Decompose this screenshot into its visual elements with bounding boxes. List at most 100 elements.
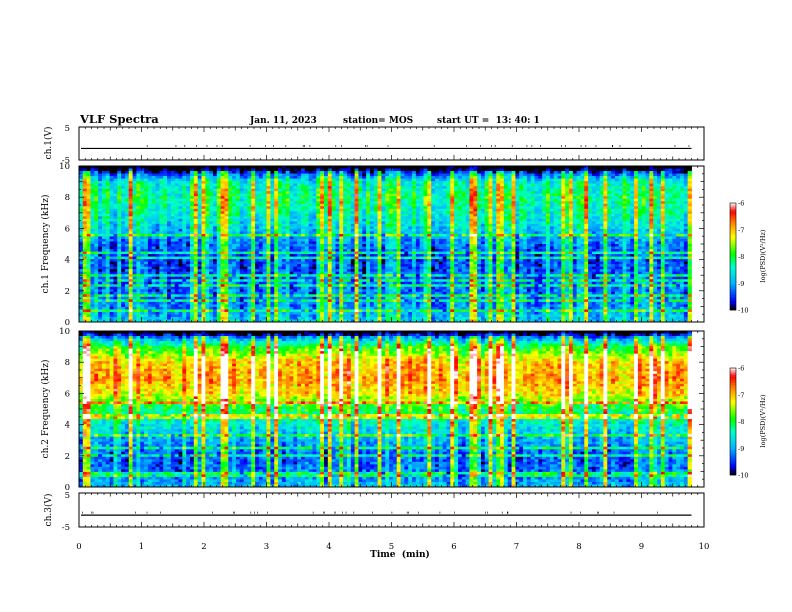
spectrogram-cell xyxy=(140,249,145,252)
spectrogram-cell xyxy=(354,246,359,250)
spectrogram-cell xyxy=(113,316,118,320)
spectrogram-cell xyxy=(136,274,141,278)
spectrogram-cell xyxy=(251,216,256,220)
spectrogram-cell xyxy=(335,241,340,245)
spectrogram-cell xyxy=(327,289,333,293)
spectrogram-cell xyxy=(101,259,107,263)
spectrogram-cell xyxy=(324,231,329,235)
spectrogram-cell xyxy=(243,183,248,187)
spectrogram-cell xyxy=(209,236,214,240)
spectrogram-cell xyxy=(369,241,375,245)
spectrogram-cell xyxy=(82,186,88,190)
spectrogram-cell xyxy=(258,301,264,305)
spectrogram-cell xyxy=(235,171,241,174)
spectrogram-cell xyxy=(243,186,248,190)
spectrogram-cell xyxy=(285,186,290,190)
spectrogram-cell xyxy=(335,233,340,237)
spectrogram-cell xyxy=(335,264,340,268)
spectrogram-cell xyxy=(224,236,229,240)
spectrogram-cell xyxy=(174,284,179,288)
spectrogram-cell xyxy=(320,294,325,298)
spectrogram-cell xyxy=(209,299,214,303)
spectrogram-cell xyxy=(289,291,294,295)
spectrogram-cell xyxy=(293,171,298,174)
spectrogram-cell xyxy=(140,183,145,187)
spectrogram-cell xyxy=(266,211,271,215)
spectrogram-cell xyxy=(167,213,172,217)
spectrogram-cell xyxy=(182,271,187,275)
spectrogram-cell xyxy=(262,188,267,192)
spectrogram-cell xyxy=(136,286,141,290)
spectrogram-cell xyxy=(262,221,267,225)
spectrogram-cell xyxy=(251,176,256,179)
spectrogram-cell xyxy=(316,223,321,227)
spectrogram-cell xyxy=(205,246,210,250)
spectrogram-cell xyxy=(331,213,336,217)
spectrogram-cell xyxy=(358,259,363,263)
spectrogram-cell xyxy=(178,251,183,255)
spectrogram-cell xyxy=(339,316,344,320)
spectrogram-cell xyxy=(151,274,156,278)
spectrogram-cell xyxy=(101,208,107,212)
spectrogram-cell xyxy=(82,271,88,275)
spectrogram-cell xyxy=(255,284,260,288)
spectrogram-cell xyxy=(136,218,141,222)
spectrogram-cell xyxy=(128,191,133,195)
spectrogram-cell xyxy=(281,223,287,227)
spectrogram-cell xyxy=(251,198,256,202)
spectrogram-cell xyxy=(301,291,306,295)
spectrogram-cell xyxy=(308,269,313,273)
spectrogram-cell xyxy=(205,191,210,195)
spectrogram-cell xyxy=(193,196,199,200)
spectrogram-cell xyxy=(228,228,233,232)
spectrogram-cell xyxy=(178,296,183,300)
spectrogram-cell xyxy=(320,261,325,265)
spectrogram-cell xyxy=(312,208,317,212)
spectrogram-cell xyxy=(308,264,313,268)
spectrogram-cell xyxy=(186,216,191,220)
spectrogram-cell xyxy=(335,284,340,288)
spectrogram-cell xyxy=(101,188,107,192)
spectrogram-cell xyxy=(117,269,122,273)
spectrogram-cell xyxy=(366,304,371,308)
spectrogram-cell xyxy=(251,284,256,288)
spectrogram-cell xyxy=(281,314,287,318)
spectrogram-cell xyxy=(358,176,363,179)
spectrogram-cell xyxy=(90,191,95,195)
spectrogram-cell xyxy=(113,319,118,323)
spectrogram-cell xyxy=(117,201,122,205)
spectrogram-cell xyxy=(335,301,340,305)
spectrogram-cell xyxy=(278,176,283,179)
spectrogram-cell xyxy=(335,178,340,182)
spectrogram-cell xyxy=(86,304,91,308)
spectrogram-cell xyxy=(289,316,294,320)
spectrogram-cell xyxy=(193,249,199,252)
spectrogram-cell xyxy=(266,266,271,270)
spectrogram-cell xyxy=(113,244,118,247)
spectrogram-cell xyxy=(335,183,340,187)
spectrogram-cell xyxy=(190,251,195,255)
spectrogram-cell xyxy=(270,213,275,217)
spectrogram-cell xyxy=(155,236,160,240)
spectrogram-cell xyxy=(220,173,225,177)
spectrogram-cell xyxy=(170,218,176,222)
spectrogram-cell xyxy=(174,238,179,242)
spectrogram-cell xyxy=(220,223,225,227)
spectrogram-cell xyxy=(186,176,191,179)
spectrogram-cell xyxy=(121,166,126,169)
spectrogram-cell xyxy=(304,173,310,177)
spectrogram-cell xyxy=(117,218,122,222)
spectrogram-cell xyxy=(144,193,149,197)
spectrogram-cell xyxy=(205,299,210,303)
spectrogram-cell xyxy=(155,284,160,288)
spectrogram-cell xyxy=(255,294,260,298)
spectrogram-cell xyxy=(278,211,283,215)
spectrogram-cell xyxy=(247,314,252,318)
spectrogram-cell xyxy=(274,171,279,174)
spectrogram-cell xyxy=(193,201,199,205)
spectrogram-cell xyxy=(105,264,111,268)
spectrogram-cell xyxy=(324,259,329,263)
spectrogram-cell xyxy=(270,196,275,200)
spectrogram-cell xyxy=(121,299,126,303)
spectrogram-cell xyxy=(239,266,245,270)
